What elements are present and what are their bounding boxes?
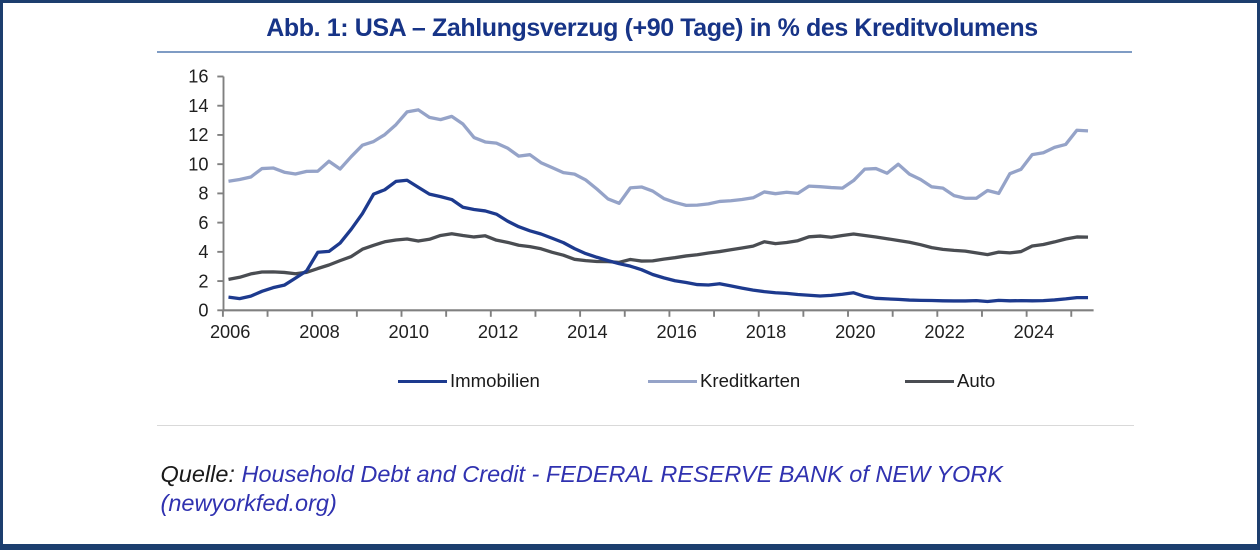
y-tick-label-12: 12 [188, 125, 208, 145]
y-tick-label-2: 2 [198, 271, 208, 291]
source-link-line1[interactable]: Household Debt and Credit - FEDERAL RESE… [241, 461, 1003, 487]
source-prefix: Quelle: [160, 461, 235, 487]
x-tick-label-2022: 2022 [924, 322, 964, 342]
legend-swatch-kreditkarten [648, 379, 697, 383]
source-divider [157, 424, 1134, 426]
legend-label-kreditkarten: Kreditkarten [700, 370, 801, 391]
legend-label-immobilien: Immobilien [450, 370, 540, 391]
legend-swatch-auto [905, 379, 954, 383]
x-tick-label-2012: 2012 [478, 322, 518, 342]
x-tick-label-2008: 2008 [299, 322, 339, 342]
y-tick-label-8: 8 [198, 184, 208, 204]
y-tick-label-4: 4 [198, 242, 208, 262]
x-tick-label-2016: 2016 [656, 322, 696, 342]
x-tick-label-2024: 2024 [1014, 322, 1054, 342]
legend-item-immobilien: Immobilien [398, 370, 540, 391]
legend-item-auto: Auto [905, 370, 996, 391]
x-tick-label-2010: 2010 [389, 322, 429, 342]
y-tick-label-0: 0 [198, 301, 208, 321]
series-line-auto [228, 232, 1089, 281]
title-underline [157, 50, 1132, 53]
series-line-kreditkarten [228, 108, 1089, 208]
legend-label-auto: Auto [957, 370, 996, 391]
source-block: Quelle: Household Debt and Credit - FEDE… [161, 460, 1161, 517]
x-tick-label-2018: 2018 [746, 322, 786, 342]
chart-legend: Immobilien Kreditkarten Auto [3, 370, 1257, 391]
source-link-line2[interactable]: (newyorkfed.org) [160, 489, 337, 516]
chart-title: Abb. 1: USA – Zahlungsverzug (+90 Tage) … [266, 14, 1038, 42]
legend-swatch-immobilien [398, 379, 447, 383]
y-tick-label-10: 10 [188, 154, 208, 174]
series-line-immobilien [228, 178, 1089, 304]
legend-item-kreditkarten: Kreditkarten [648, 370, 801, 391]
y-tick-label-16: 16 [188, 67, 208, 87]
x-tick-label-2020: 2020 [835, 322, 875, 342]
y-tick-label-6: 6 [198, 213, 208, 233]
y-tick-label-14: 14 [188, 96, 208, 116]
x-tick-label-2006: 2006 [210, 322, 250, 342]
x-tick-label-2014: 2014 [567, 322, 607, 342]
